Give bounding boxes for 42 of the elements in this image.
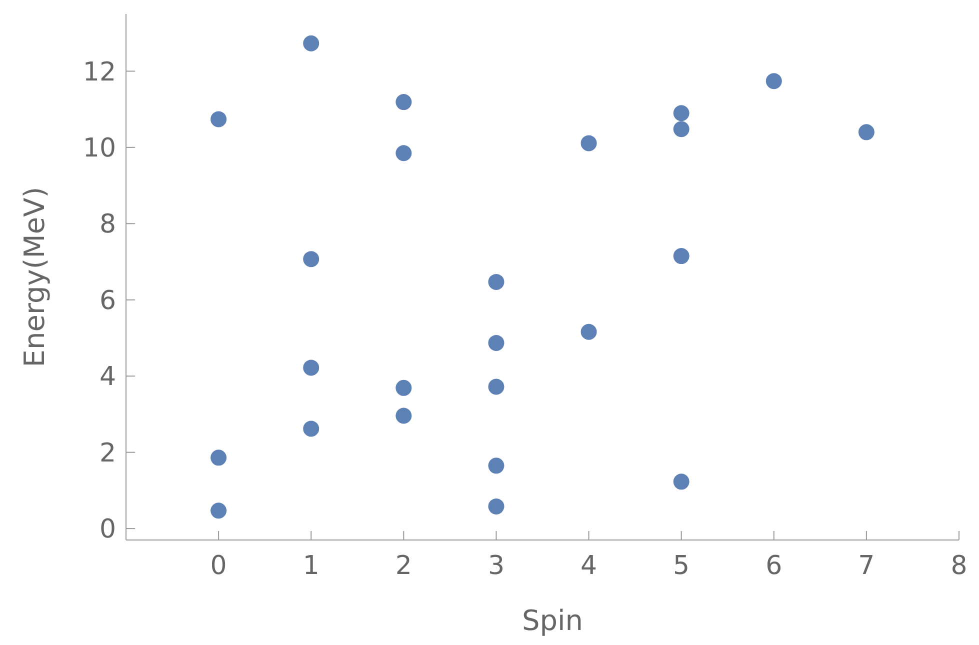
point xyxy=(580,135,597,152)
point xyxy=(488,458,504,474)
x-tick-label: 6 xyxy=(766,551,782,581)
point xyxy=(210,502,227,519)
x-tick-label: 3 xyxy=(488,551,504,581)
y-axis-title: Energy(MeV) xyxy=(18,186,51,368)
x-tick-label: 8 xyxy=(950,551,968,581)
point xyxy=(210,111,227,128)
point xyxy=(673,105,690,122)
point xyxy=(580,324,597,340)
point xyxy=(488,334,504,351)
point xyxy=(303,420,320,437)
x-tick-label: 7 xyxy=(858,551,875,581)
y-tick-label: 6 xyxy=(99,286,116,316)
point xyxy=(303,251,320,268)
point xyxy=(210,450,227,466)
point xyxy=(673,474,690,490)
x-tick-label: 1 xyxy=(302,551,320,581)
x-axis-title: Spin xyxy=(522,604,584,637)
point xyxy=(488,498,504,514)
y-tick-label: 2 xyxy=(99,438,116,468)
x-tick-label: 4 xyxy=(580,551,598,581)
point xyxy=(488,378,504,395)
y-tick-label: 12 xyxy=(82,57,116,88)
point xyxy=(396,380,412,396)
y-tick-label: 4 xyxy=(99,362,116,392)
point xyxy=(303,360,320,376)
point xyxy=(488,274,504,290)
point xyxy=(303,35,320,52)
point xyxy=(766,73,782,90)
x-tick-label: 0 xyxy=(210,551,227,581)
y-tick-label: 8 xyxy=(99,210,116,240)
point xyxy=(673,248,690,264)
point xyxy=(858,124,874,140)
y-tick-label: 10 xyxy=(82,134,116,164)
point xyxy=(396,408,412,424)
x-tick-label: 5 xyxy=(673,551,690,581)
point xyxy=(673,121,690,138)
x-tick-label: 2 xyxy=(395,551,412,581)
point xyxy=(396,94,412,110)
y-tick-label: 0 xyxy=(99,514,116,545)
point xyxy=(396,145,412,162)
